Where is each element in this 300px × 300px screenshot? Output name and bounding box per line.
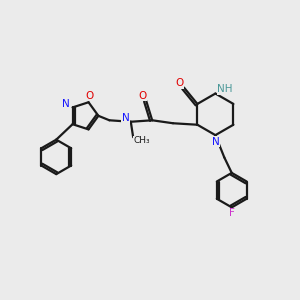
Text: N: N <box>212 137 219 147</box>
Text: O: O <box>85 91 93 101</box>
Text: O: O <box>176 78 184 88</box>
Text: F: F <box>229 208 235 218</box>
Text: N: N <box>122 113 129 123</box>
Text: CH₃: CH₃ <box>133 136 150 145</box>
Text: N: N <box>62 99 70 109</box>
Text: O: O <box>139 91 147 100</box>
Text: NH: NH <box>217 84 233 94</box>
